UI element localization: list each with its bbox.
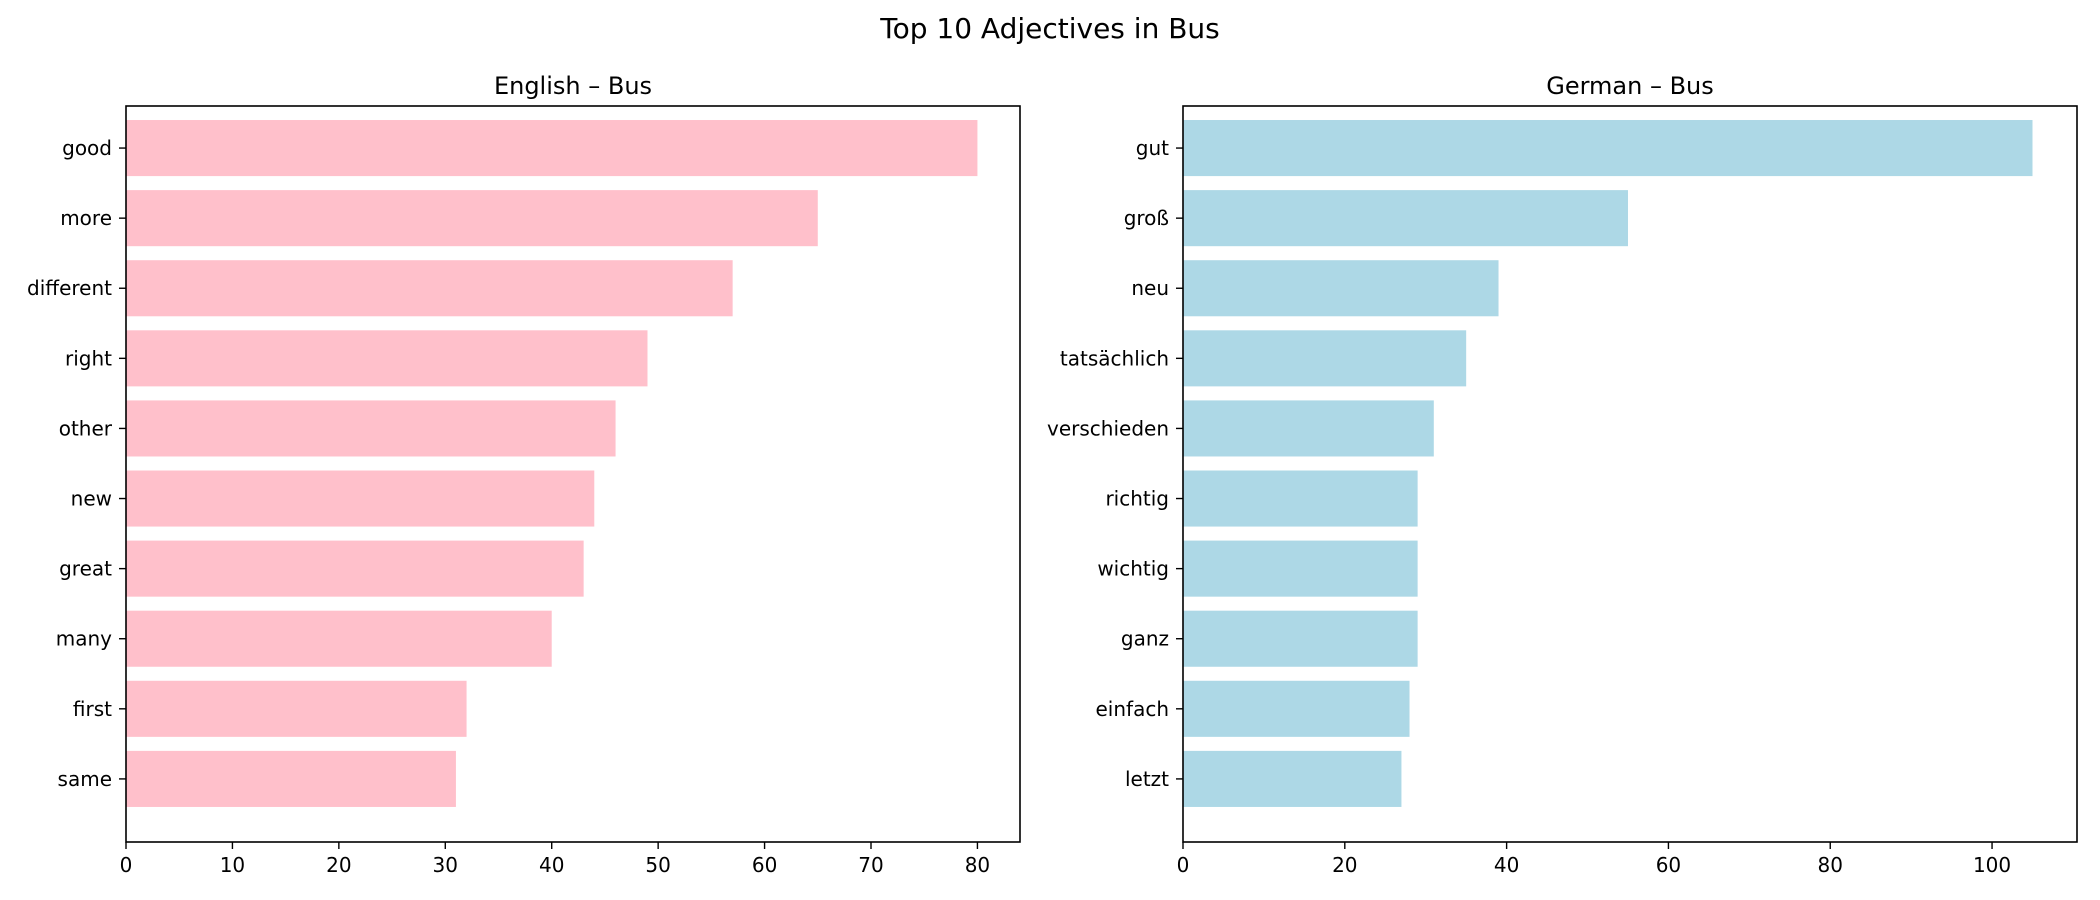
english-xtick-label: 70: [858, 853, 883, 877]
english-xtick-label: 80: [965, 853, 990, 877]
german-xtick-label: 20: [1332, 853, 1357, 877]
english-category-label-different: different: [27, 276, 112, 300]
german-category-label-neu: neu: [1131, 276, 1169, 300]
english-bar-right: [126, 330, 648, 387]
english-category-label-right: right: [65, 346, 112, 370]
german-bar-neu: [1183, 260, 1499, 317]
german-xtick-label: 40: [1494, 853, 1519, 877]
english-category-label-first: first: [73, 697, 112, 721]
english-category-label-same: same: [58, 767, 112, 791]
english-category-label-many: many: [56, 627, 112, 651]
german-bar-wichtig: [1183, 540, 1418, 597]
german-bar-einfach: [1183, 680, 1410, 737]
english-bar-first: [126, 680, 467, 737]
english-bar-new: [126, 470, 595, 527]
english-bar-more: [126, 190, 818, 247]
english-xtick-label: 20: [326, 853, 351, 877]
german-xtick-label: 0: [1177, 853, 1190, 877]
german-category-label-letzt: letzt: [1125, 767, 1169, 791]
german-category-label-verschieden: verschieden: [1047, 416, 1169, 440]
german-bar-gut: [1183, 120, 2033, 177]
german-bar-tatsachlich: [1183, 330, 1467, 387]
german-category-label-wichtig: wichtig: [1097, 557, 1169, 581]
english-bar-great: [126, 540, 584, 597]
english-category-label-good: good: [62, 136, 112, 160]
figure-title: Top 10 Adjectives in Bus: [879, 12, 1220, 45]
german-plot-frame: [1182, 105, 2078, 843]
english-bar-different: [126, 260, 733, 317]
english-bar-many: [126, 610, 552, 667]
english-xtick-label: 0: [120, 853, 133, 877]
german-xtick-label: 60: [1656, 853, 1681, 877]
english-bar-good: [126, 120, 978, 177]
english-plot-frame: [125, 105, 1021, 843]
english-xtick-label: 50: [645, 853, 670, 877]
german-bar-ganz: [1183, 610, 1418, 667]
english-bar-same: [126, 750, 456, 807]
german-category-label-einfach: einfach: [1095, 697, 1169, 721]
english-xtick-label: 40: [539, 853, 564, 877]
german-bar-letzt: [1183, 750, 1402, 807]
english-category-label-more: more: [60, 206, 112, 230]
german-bar-richtig: [1183, 470, 1418, 527]
german-panel: German – Bus gut groß neu tatsächlich verschi…: [1047, 72, 2078, 877]
german-category-label-gut: gut: [1136, 136, 1169, 160]
english-xtick-label: 10: [220, 853, 245, 877]
english-panel: English – Bus good more different right other…: [27, 72, 1021, 877]
german-category-label-tatsachlich: tatsächlich: [1060, 346, 1169, 370]
english-category-label-new: new: [71, 487, 112, 511]
german-bar-gross: [1183, 190, 1628, 247]
german-xtick-label: 80: [1818, 853, 1843, 877]
german-category-label-gross: groß: [1124, 206, 1169, 230]
german-xtick-label: 100: [1973, 853, 2011, 877]
english-category-label-great: great: [59, 557, 112, 581]
english-xtick-label: 60: [752, 853, 777, 877]
english-chart-title: English – Bus: [494, 72, 652, 100]
german-category-label-richtig: richtig: [1105, 487, 1169, 511]
german-category-label-ganz: ganz: [1121, 627, 1169, 651]
english-xtick-label: 30: [433, 853, 458, 877]
english-bar-other: [126, 400, 616, 457]
german-chart-title: German – Bus: [1546, 72, 1714, 100]
german-bar-verschieden: [1183, 400, 1434, 457]
english-category-label-other: other: [59, 416, 113, 440]
